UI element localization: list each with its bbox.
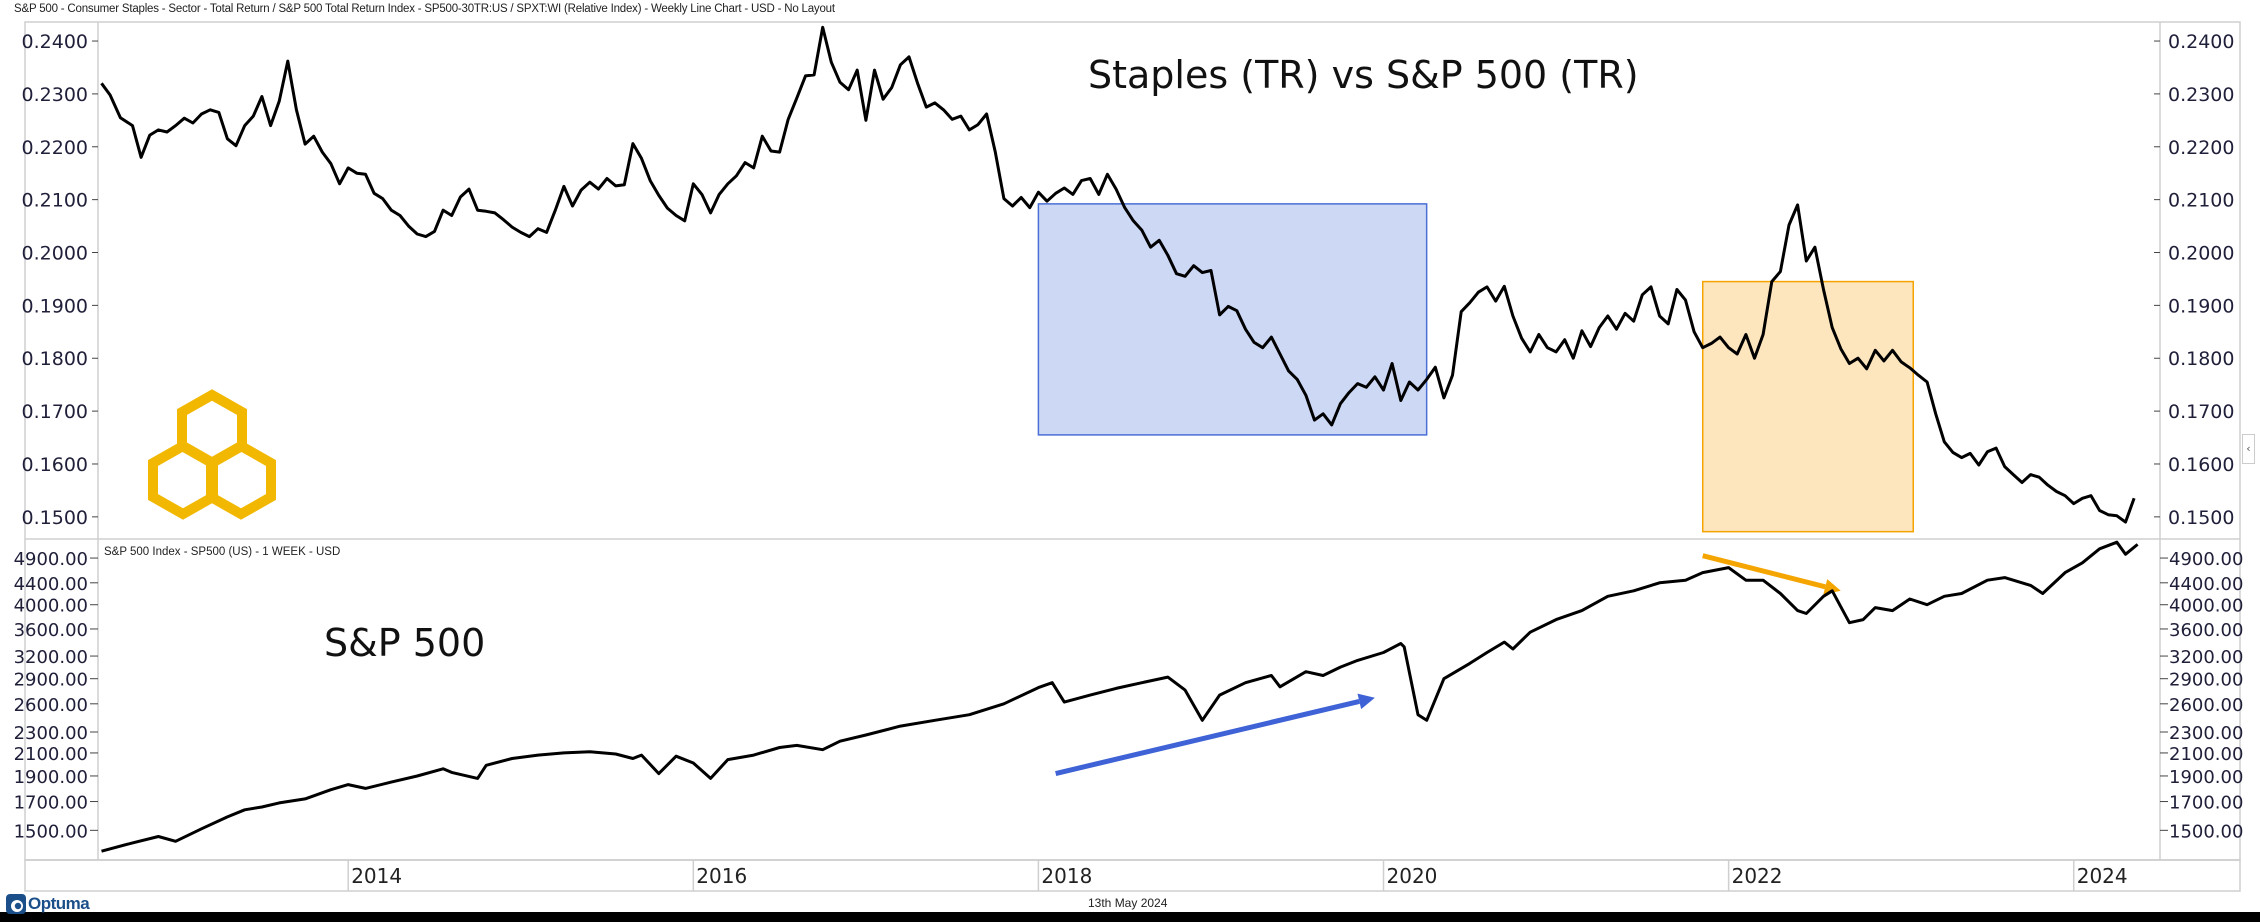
footer-date: 13th May 2024	[1088, 896, 1167, 910]
top-chart-title: Staples (TR) vs S&P 500 (TR)	[1088, 53, 1639, 97]
x-tick-label: 2024	[2077, 864, 2128, 888]
left-y-tick-label: 4000.00	[14, 596, 88, 617]
right-y-tick-label: 3200.00	[2169, 647, 2243, 668]
left-y-tick-label: 2900.00	[14, 670, 88, 691]
left-y-tick-label: 0.2200	[22, 137, 88, 159]
top-annotations	[1038, 204, 1913, 532]
right-y-tick-label: 1700.00	[2169, 793, 2243, 814]
right-y-tick-label: 1900.00	[2169, 767, 2243, 788]
bottom-annotations	[1056, 556, 1841, 774]
left-y-tick-label: 3200.00	[14, 647, 88, 668]
right-y-tick-label: 2900.00	[2169, 670, 2243, 691]
left-y-tick-label: 0.1700	[22, 401, 88, 423]
bottom-chart-subtitle: S&P 500 Index - SP500 (US) - 1 WEEK - US…	[104, 546, 340, 558]
left-y-tick-label: 3600.00	[14, 620, 88, 641]
right-y-tick-label: 0.2300	[2168, 84, 2234, 106]
left-y-tick-label: 4400.00	[14, 574, 88, 595]
blue-highlight-box[interactable]	[1038, 204, 1426, 435]
orange-highlight-box[interactable]	[1703, 282, 1914, 532]
chart-window: S&P 500 - Consumer Staples - Sector - To…	[0, 0, 2260, 912]
right-y-tick-label: 0.2100	[2168, 190, 2234, 212]
right-y-tick-label: 2600.00	[2169, 695, 2243, 716]
optuma-logo-icon	[6, 894, 26, 914]
blue-arrowhead-icon	[1357, 694, 1374, 710]
left-y-tick-label: 0.2100	[22, 190, 88, 212]
left-y-tick-label: 0.2000	[22, 243, 88, 265]
optuma-brand: Optuma	[6, 894, 89, 914]
left-y-tick-label: 0.1900	[22, 295, 88, 317]
right-y-tick-label: 0.1700	[2168, 401, 2234, 423]
left-y-tick-label: 2300.00	[14, 723, 88, 744]
collapse-panel-chevron-icon[interactable]: ‹	[2242, 434, 2255, 464]
left-y-tick-label: 0.2300	[22, 84, 88, 106]
left-y-tick-label: 2100.00	[14, 744, 88, 765]
right-y-tick-label: 0.2200	[2168, 137, 2234, 159]
left-y-tick-label: 4900.00	[14, 549, 88, 570]
right-y-tick-label: 0.2000	[2168, 243, 2234, 265]
right-y-tick-label: 4400.00	[2169, 574, 2243, 595]
left-y-tick-label: 2600.00	[14, 695, 88, 716]
hexagon-logo-icon	[153, 395, 271, 514]
x-tick-label: 2014	[351, 864, 402, 888]
x-axis[interactable]: 2014 2016 2018 2020 2022 2024	[348, 860, 2127, 891]
x-tick-label: 2020	[1387, 864, 1438, 888]
right-y-tick-label: 0.1900	[2168, 295, 2234, 317]
left-y-tick-label: 0.1800	[22, 348, 88, 370]
chart-canvas[interactable]: 0.2400 0.2400 0.2300 0.2300 0.2200 0.2200 0.21…	[0, 0, 2260, 912]
left-y-tick-label: 1500.00	[14, 821, 88, 842]
right-y-tick-label: 2300.00	[2169, 723, 2243, 744]
left-y-tick-label: 0.2400	[22, 31, 88, 53]
bottom-chart-title: S&P 500	[324, 621, 485, 665]
right-y-tick-label: 0.1600	[2168, 454, 2234, 476]
left-y-tick-label: 0.1600	[22, 454, 88, 476]
optuma-brand-text: Optuma	[28, 894, 89, 914]
x-tick-label: 2016	[696, 864, 747, 888]
right-y-tick-label: 4000.00	[2169, 596, 2243, 617]
right-y-tick-label: 4900.00	[2169, 549, 2243, 570]
left-y-tick-label: 1900.00	[14, 767, 88, 788]
right-y-tick-label: 2100.00	[2169, 744, 2243, 765]
left-y-tick-label: 0.1500	[22, 507, 88, 529]
right-y-tick-label: 0.1500	[2168, 507, 2234, 529]
bottom-y-axis[interactable]: 4900.004900.004400.004400.004000.004000.…	[14, 549, 2244, 842]
left-y-tick-label: 1700.00	[14, 793, 88, 814]
x-tick-label: 2018	[1041, 864, 1092, 888]
right-y-tick-label: 1500.00	[2169, 821, 2243, 842]
right-y-tick-label: 0.1800	[2168, 348, 2234, 370]
x-tick-label: 2022	[1732, 864, 1783, 888]
right-y-tick-label: 0.2400	[2168, 31, 2234, 53]
right-y-tick-label: 3600.00	[2169, 620, 2243, 641]
